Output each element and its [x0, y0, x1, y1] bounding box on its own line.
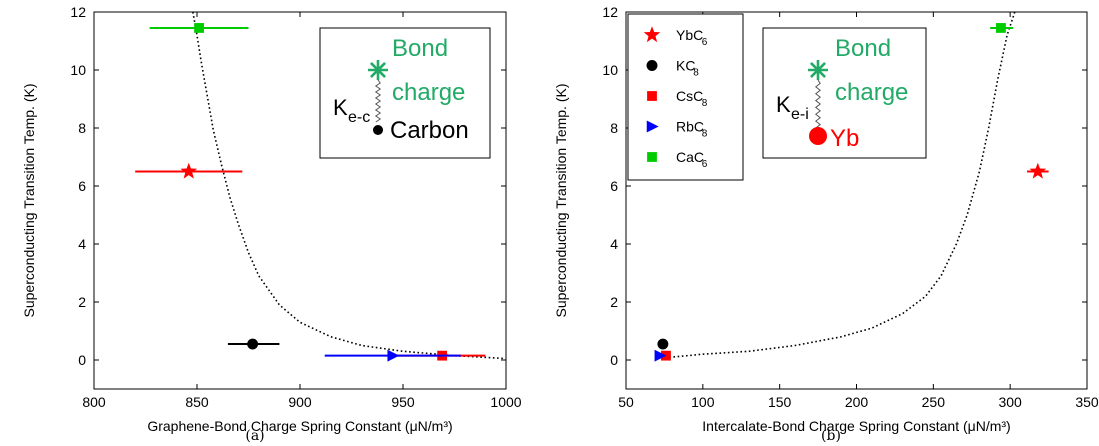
x-tick-label: 200 [845, 394, 869, 410]
x-tick-label: 850 [185, 394, 209, 410]
inset-spring-constant-label: K [776, 92, 791, 117]
legend-label: YbC [676, 27, 703, 43]
inset-atom-label: Yb [830, 125, 859, 152]
y-tick-label: 6 [78, 178, 86, 194]
y-tick-label: 0 [610, 352, 618, 368]
x-tick-label: 100 [691, 394, 715, 410]
inset-spring-constant-subscript: e-i [791, 106, 809, 123]
x-tick-label: 300 [998, 394, 1022, 410]
inset-diagram: Bond charge K e-i Yb [762, 27, 927, 159]
y-axis-label: Superconducting Transition Temp. (K) [553, 84, 569, 318]
panel-a: 800 850 900 950 1000 0 2 4 6 8 10 12 Graphene-Bond C… [21, 4, 522, 434]
legend-label: CsC [676, 88, 703, 104]
legend-label-subscript: 8 [693, 68, 699, 79]
axes-frame [625, 11, 1088, 390]
x-tick-label: 1000 [490, 394, 521, 410]
legend-label-subscript: 6 [702, 159, 708, 170]
x-tick-label: 50 [618, 394, 634, 410]
y-tick-label: 8 [78, 120, 86, 136]
spring-icon [374, 79, 382, 123]
caption-b: (b) [821, 428, 841, 444]
legend-label-subscript: 8 [702, 98, 708, 109]
carbon-atom-icon [373, 125, 383, 135]
data-point-kc8 [247, 338, 259, 350]
inset-bond-label: Bond [835, 35, 891, 62]
legend-label-subscript: 6 [702, 37, 708, 48]
y-axis-label: Superconducting Transition Temp. (K) [21, 84, 37, 318]
y-tick-label: 0 [78, 352, 86, 368]
bond-charge-asterisk-icon [370, 62, 386, 78]
y-tick-label: 12 [70, 4, 86, 20]
inset-frame [319, 27, 491, 159]
y-tick-label: 10 [70, 62, 86, 78]
x-tick-label: 800 [82, 394, 106, 410]
x-tick-label: 150 [768, 394, 792, 410]
legend-marker-rbc8 [646, 120, 659, 133]
legend-marker-cac6 [647, 152, 657, 162]
y-tick-label: 4 [78, 236, 86, 252]
y-tick-label: 8 [610, 120, 618, 136]
x-tick-label: 350 [1075, 394, 1099, 410]
bond-charge-asterisk-icon [810, 62, 826, 78]
y-tick-label: 10 [602, 62, 618, 78]
y-tick-label: 2 [78, 294, 86, 310]
x-axis-label: Intercalate-Bond Charge Spring Constant … [702, 418, 1010, 434]
inset-diagram: Bond charge K e-c Carbon [319, 27, 491, 159]
panel-b: 50 100 150 200 250 300 350 0 2 4 6 8 10 12 Intercalate… [553, 4, 1099, 434]
legend-label: CaC [676, 149, 704, 165]
y-tick-label: 12 [602, 4, 618, 20]
legend-marker-ybc6 [643, 26, 661, 43]
x-tick-label: 950 [391, 394, 415, 410]
legend-marker-csc8 [647, 91, 657, 101]
x-tick-label: 250 [922, 394, 946, 410]
legend-label: KC [676, 58, 695, 74]
data-point-ybc6 [1029, 162, 1047, 179]
data-point-kc8 [657, 338, 669, 350]
legend-marker-kc8 [646, 60, 658, 71]
x-axis-label: Graphene-Bond Charge Spring Constant (μN… [147, 418, 452, 434]
inset-spring-constant-label: K [333, 95, 348, 120]
axes-frame [93, 11, 507, 390]
y-tick-label: 4 [610, 236, 618, 252]
caption-a: (a) [245, 428, 264, 444]
inset-charge-label: charge [392, 79, 465, 106]
data-point-cac6 [194, 23, 204, 33]
y-tick-label: 2 [610, 294, 618, 310]
y-tick-label: 6 [610, 178, 618, 194]
spring-icon [814, 79, 822, 129]
data-point-rbc8 [654, 349, 667, 362]
inset-spring-constant-subscript: e-c [348, 109, 370, 126]
inset-bond-label: Bond [392, 35, 448, 62]
inset-charge-label: charge [835, 79, 908, 106]
x-tick-label: 900 [288, 394, 312, 410]
inset-frame [762, 27, 927, 159]
data-point-ybc6 [180, 162, 198, 179]
legend-label-subscript: 8 [702, 129, 708, 140]
inset-atom-label: Carbon [390, 117, 469, 144]
data-point-rbc8 [387, 349, 400, 362]
data-point-cac6 [996, 23, 1006, 33]
legend-label: RbC [676, 119, 704, 135]
fit-curve [656, 11, 1016, 360]
yb-atom-icon [809, 127, 827, 145]
